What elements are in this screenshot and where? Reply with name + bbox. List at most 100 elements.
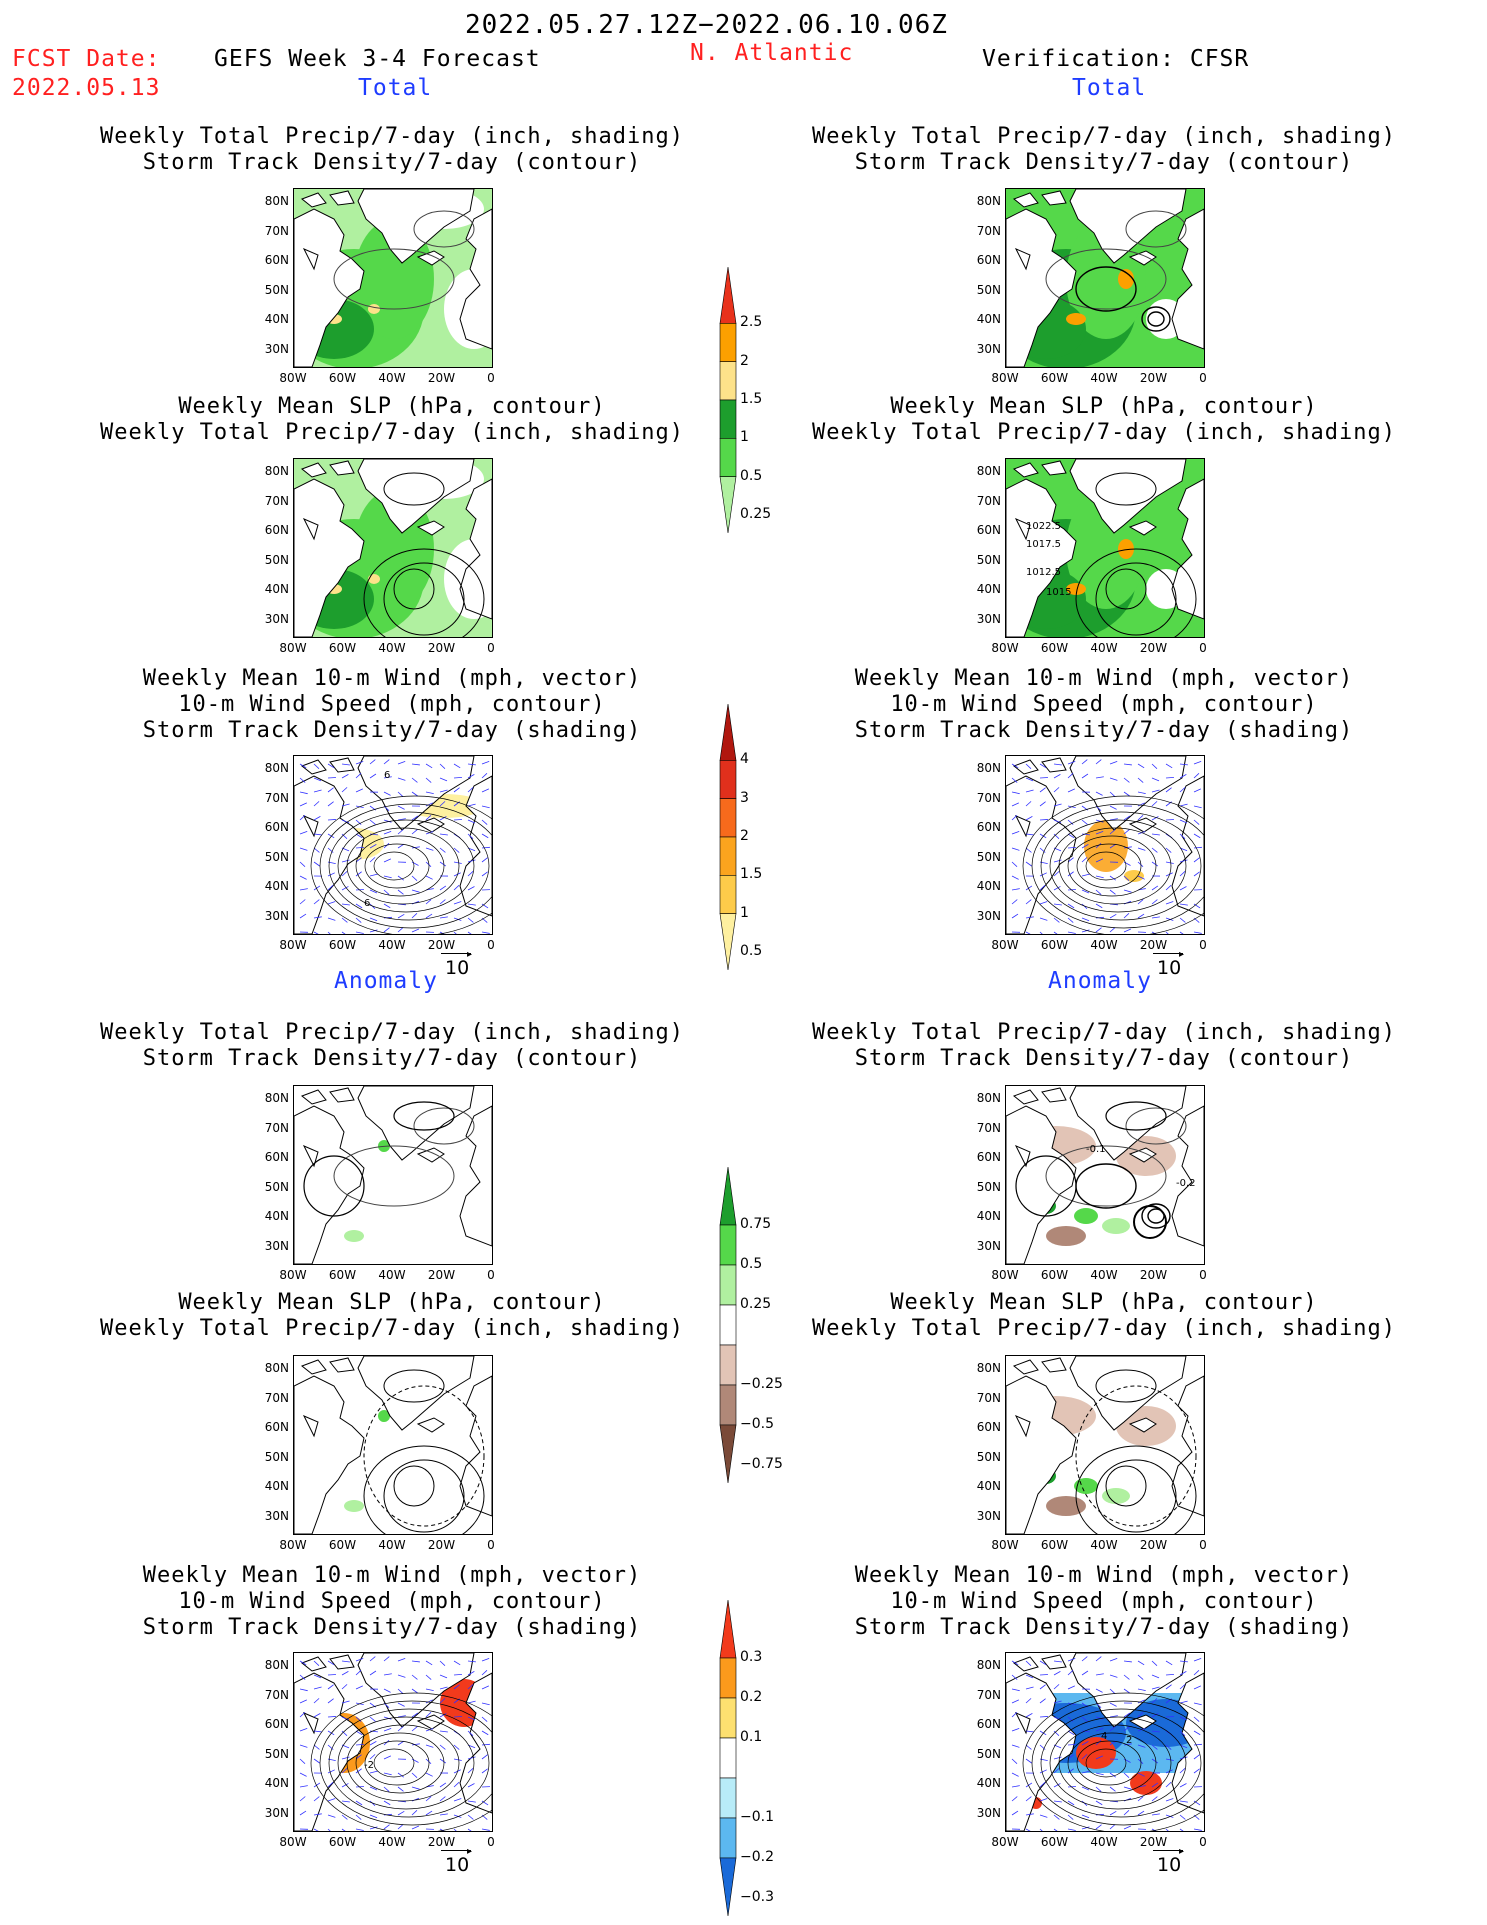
reference-vector-label: ▸ 10	[441, 1846, 472, 1876]
lat-tick-label: 50N	[264, 849, 289, 864]
wind-contour-label: 6	[384, 770, 390, 781]
map-panel-L-3	[293, 1085, 493, 1265]
lon-tick-label: 60W	[1040, 1268, 1069, 1282]
lat-tick-label: 40N	[976, 1776, 1001, 1790]
lon-tick-label: 0	[1199, 1538, 1207, 1552]
section-anomaly-left: Anomaly	[334, 968, 438, 994]
colorbar-label: −0.5	[740, 1416, 774, 1432]
lat-tick-label: 60N	[264, 820, 289, 834]
colorbar-swatch	[719, 1224, 737, 1266]
lat-tick-label: 30N	[976, 1238, 1001, 1253]
lat-tick-label: 60N	[264, 253, 289, 267]
lon-tick-label: 0	[487, 938, 495, 952]
map-panel-R-4	[1005, 1355, 1205, 1535]
panel-title: Weekly Mean 10-m Wind (mph, vector) 10-m…	[142, 666, 642, 743]
lat-tick-label: 70N	[264, 1390, 289, 1405]
lon-tick-label: 40W	[378, 938, 406, 952]
lon-tick-label: 40W	[378, 371, 406, 385]
lon-tick-label: 20W	[1139, 1835, 1168, 1849]
lon-tick-label: 20W	[1139, 938, 1168, 952]
wind-anom-label: -2	[364, 1760, 374, 1771]
colorbar-label: 0.3	[740, 1649, 763, 1665]
panel-title: Weekly Mean SLP (hPa, contour) Weekly To…	[811, 1290, 1397, 1341]
lat-tick-label: 60N	[976, 820, 1001, 834]
lat-tick-label: 40N	[976, 879, 1001, 893]
lon-tick-label: 60W	[328, 938, 357, 952]
storm-contour-label: -0.1	[1086, 1144, 1106, 1155]
panel-title: Weekly Mean 10-m Wind (mph, vector) 10-m…	[142, 1563, 642, 1640]
lat-tick-label: 30N	[264, 341, 289, 356]
lat-tick-label: 40N	[264, 1209, 289, 1223]
map-panel-R-3: -0.1 -0.2	[1005, 1085, 1205, 1265]
lon-tick-label: 40W	[378, 1538, 406, 1552]
lon-tick-label: 80W	[279, 1835, 307, 1849]
lat-tick-label: 50N	[264, 1179, 289, 1194]
colorbar-swatch	[719, 1166, 737, 1226]
lon-tick-label: 60W	[1040, 1538, 1069, 1552]
lon-tick-label: 60W	[328, 641, 357, 655]
lon-tick-label: 40W	[1090, 1268, 1118, 1282]
lon-tick-label: 0	[1199, 1835, 1207, 1849]
map-panel-L-0	[293, 188, 493, 368]
colorbar-swatch	[719, 1817, 737, 1859]
lon-tick-label: 80W	[991, 371, 1019, 385]
lat-tick-label: 70N	[264, 1687, 289, 1702]
lat-tick-label: 60N	[976, 1717, 1001, 1731]
reference-vector-value: 10	[445, 1854, 470, 1876]
slp-contour-label: 1017.5	[1026, 539, 1061, 550]
lat-tick-label: 50N	[264, 282, 289, 297]
lat-tick-label: 60N	[264, 1420, 289, 1434]
reference-vector-value: 10	[445, 957, 470, 979]
lat-tick-label: 70N	[976, 1390, 1001, 1405]
colorbar-label: −0.1	[740, 1809, 774, 1825]
lon-tick-label: 60W	[328, 1538, 357, 1552]
colorbar-anom_precip	[719, 1166, 737, 1484]
lat-tick-label: 70N	[264, 223, 289, 238]
section-total-left: Total	[358, 75, 433, 101]
colorbar-swatch	[719, 836, 737, 876]
lon-tick-label: 80W	[279, 641, 307, 655]
colorbar-label: −0.2	[740, 1849, 774, 1865]
lat-tick-label: 50N	[976, 1746, 1001, 1761]
lat-tick-label: 40N	[264, 312, 289, 326]
fcst-date-label: FCST Date:	[12, 46, 161, 72]
colorbar-label: 1.5	[740, 391, 763, 407]
lon-tick-label: 20W	[1139, 371, 1168, 385]
valid-period: 2022.05.27.12Z−2022.06.10.06Z	[465, 10, 948, 40]
lat-tick-label: 30N	[976, 611, 1001, 626]
lat-tick-label: 60N	[976, 1150, 1001, 1164]
lat-tick-label: 80N	[976, 464, 1001, 478]
lat-tick-label: 70N	[264, 1120, 289, 1135]
colorbar-label: 0.25	[740, 1296, 772, 1312]
lon-tick-label: 60W	[328, 1268, 357, 1282]
lat-tick-label: 40N	[976, 1479, 1001, 1493]
lon-tick-label: 20W	[427, 371, 456, 385]
lon-tick-label: 0	[487, 1538, 495, 1552]
map-panel-L-1	[293, 458, 493, 638]
colorbar-label: 0.5	[740, 943, 763, 959]
lat-tick-label: 60N	[976, 523, 1001, 537]
section-anomaly-right: Anomaly	[1048, 968, 1152, 994]
lat-tick-label: 80N	[976, 194, 1001, 208]
lon-tick-label: 80W	[279, 1538, 307, 1552]
lat-tick-label: 40N	[264, 582, 289, 596]
lat-tick-label: 40N	[976, 582, 1001, 596]
lon-tick-label: 0	[1199, 1268, 1207, 1282]
lat-tick-label: 40N	[264, 879, 289, 893]
lon-tick-label: 0	[1199, 641, 1207, 655]
lat-tick-label: 70N	[264, 493, 289, 508]
lat-tick-label: 80N	[976, 1091, 1001, 1105]
lat-tick-label: 70N	[976, 493, 1001, 508]
panel-title: Weekly Total Precip/7-day (inch, shading…	[99, 1020, 685, 1071]
colorbar-swatch	[719, 1697, 737, 1739]
lon-tick-label: 20W	[427, 1835, 456, 1849]
colorbar-label: 0.1	[740, 1729, 763, 1745]
slp-contour-label: 1022.5	[1026, 521, 1061, 532]
map-panel-R-2	[1005, 755, 1205, 935]
lat-tick-label: 60N	[976, 1420, 1001, 1434]
colorbar-label: 0.2	[740, 1689, 763, 1705]
colorbar-label: 0.5	[740, 1256, 763, 1272]
lat-tick-label: 30N	[976, 1508, 1001, 1523]
